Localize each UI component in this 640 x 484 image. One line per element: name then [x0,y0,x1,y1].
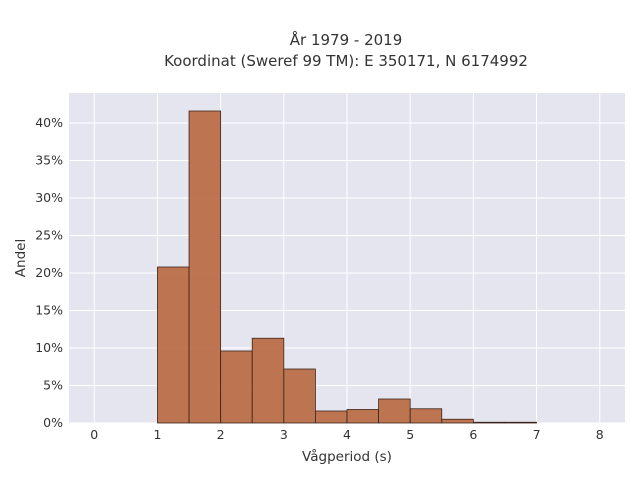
y-axis-label: Andel [13,239,29,277]
x-tick-label: 0 [90,427,98,442]
chart-title-line-2: Koordinat (Sweref 99 TM): E 350171, N 61… [164,52,528,70]
x-tick-label: 6 [469,427,477,442]
x-tick-label: 8 [596,427,604,442]
histogram-bar [283,368,316,424]
y-tick-label: 5% [43,378,63,393]
histogram-bar [409,408,443,424]
histogram-bar [157,266,190,424]
y-axis-ticks: 0% 5% 10% 15% 20% 25% 30% 35% 40% [35,115,63,430]
x-tick-label: 2 [217,427,225,442]
y-tick-label: 35% [35,153,63,168]
y-tick-label: 40% [35,115,63,130]
y-tick-label: 25% [35,228,63,243]
x-axis-label: Vågperiod (s) [302,448,392,465]
y-tick-label: 15% [35,303,63,318]
y-tick-label: 30% [35,190,63,205]
y-tick-label: 10% [35,340,63,355]
histogram-bar [441,418,474,424]
histogram-bar [315,410,348,424]
histogram-bar [346,409,379,424]
y-tick-label: 20% [35,265,63,280]
x-tick-label: 5 [406,427,414,442]
x-axis-ticks: 0 1 2 3 4 5 6 7 8 [90,427,603,442]
y-tick-label: 0% [43,415,63,430]
x-tick-label: 1 [153,427,161,442]
histogram-bar [378,398,411,424]
histogram-bar [251,337,285,424]
histogram-bar [220,350,253,424]
histogram-bar [472,421,506,424]
histogram-bar [188,110,222,424]
x-tick-label: 4 [343,427,351,442]
x-tick-label: 3 [280,427,288,442]
histogram-bars [157,110,537,424]
x-tick-label: 7 [533,427,541,442]
chart-title-line-1: År 1979 - 2019 [290,30,403,49]
histogram-bar [504,421,537,424]
